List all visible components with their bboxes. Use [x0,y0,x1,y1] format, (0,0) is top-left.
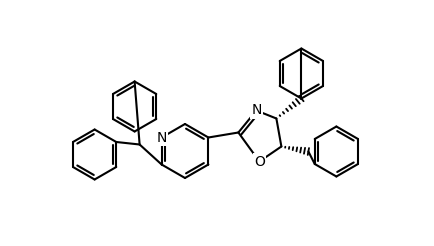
Text: N: N [251,104,262,118]
Text: N: N [156,130,167,144]
Text: O: O [254,154,265,169]
